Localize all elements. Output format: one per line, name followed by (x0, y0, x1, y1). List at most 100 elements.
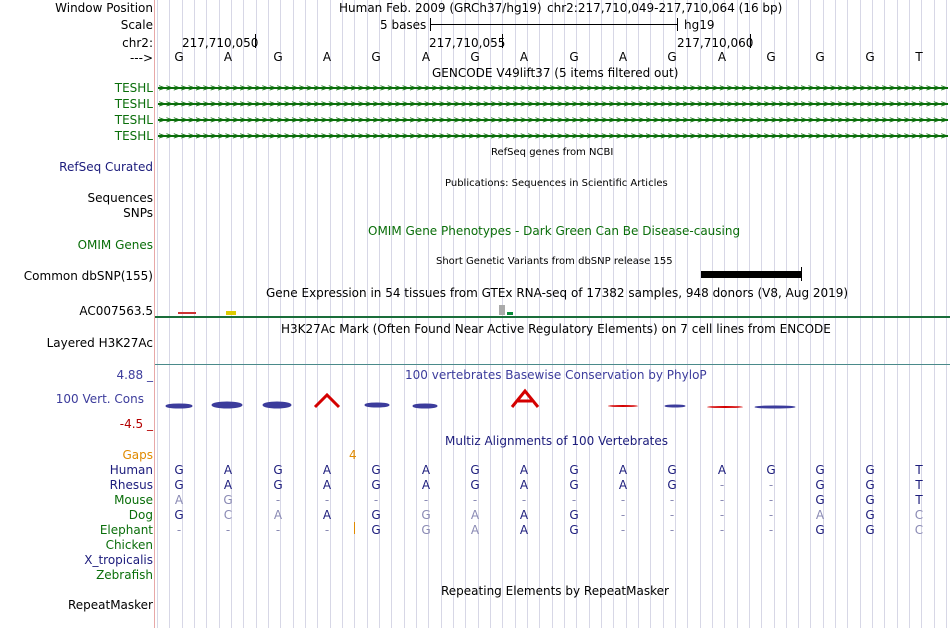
grid-line (749, 0, 750, 628)
grid-line (182, 0, 183, 628)
multiz-base: G (174, 508, 184, 522)
multiz-base: - (472, 493, 478, 507)
coord-label: 217,710,060 (677, 36, 754, 50)
grid-line (897, 0, 898, 628)
gencode-feature-line[interactable] (158, 119, 948, 121)
grid-line (527, 0, 528, 628)
scale-bar-left-end (430, 18, 431, 31)
gtex-track-title: Gene Expression in 54 tissues from GTEx … (266, 286, 849, 300)
h3k27ac-track-label[interactable]: Layered H3K27Ac (46, 336, 153, 350)
sequence-base: A (519, 50, 529, 64)
multiz-species-label[interactable]: Elephant (99, 523, 153, 537)
multiz-base: A (322, 463, 332, 477)
grid-line (280, 0, 281, 628)
gencode-feature-line[interactable] (158, 103, 948, 105)
publications-snps-label[interactable]: SNPs (123, 206, 153, 220)
grid-line (416, 0, 417, 628)
grid-line (946, 0, 947, 628)
multiz-base: G (569, 478, 579, 492)
grid-line (601, 0, 602, 628)
grid-line (293, 0, 294, 628)
multiz-species-label[interactable]: Mouse (114, 493, 153, 507)
dbsnp-track-label[interactable]: Common dbSNP(155) (23, 269, 153, 283)
multiz-base: G (569, 463, 579, 477)
grid-line (687, 0, 688, 628)
sequence-base: G (371, 50, 381, 64)
multiz-base: T (915, 493, 923, 507)
grid-line (884, 0, 885, 628)
multiz-base: G (815, 478, 825, 492)
gencode-item-label[interactable]: TESHL (114, 81, 153, 95)
multiz-base: G (865, 463, 875, 477)
grid-line (453, 0, 454, 628)
gencode-item-label[interactable]: TESHL (114, 129, 153, 143)
multiz-base: - (571, 493, 577, 507)
multiz-track-title: Multiz Alignments of 100 Vertebrates (445, 434, 669, 448)
grid-line (798, 0, 799, 628)
multiz-species-label[interactable]: Rhesus (109, 478, 153, 492)
multiz-species-label[interactable]: Human (109, 463, 153, 477)
multiz-base: G (865, 523, 875, 537)
multiz-base: - (275, 493, 281, 507)
multiz-base: T (915, 463, 923, 477)
multiz-species-label[interactable]: Chicken (105, 538, 153, 552)
multiz-base: A (421, 478, 431, 492)
sequence-base: G (174, 50, 184, 64)
gencode-item-label[interactable]: TESHL (114, 113, 153, 127)
refseq-track-label[interactable]: RefSeq Curated (59, 160, 153, 174)
gencode-strand-chevrons: >>>>>>>>>>>>>>>>>>>>>>>>>>>>>>>>>>>>>>>>… (158, 131, 948, 142)
multiz-species-label[interactable]: X_tropicalis (84, 553, 153, 567)
multiz-base: - (225, 523, 231, 537)
multiz-base: - (768, 493, 774, 507)
multiz-base: - (768, 478, 774, 492)
grid-line (626, 0, 627, 628)
multiz-base: G (223, 493, 233, 507)
multiz-base: A (223, 463, 233, 477)
multiz-base: G (371, 508, 381, 522)
multiz-base: A (519, 523, 529, 537)
grid-line (268, 0, 269, 628)
gencode-feature-line[interactable] (158, 87, 948, 89)
gtex-baseline (155, 316, 950, 318)
scale-text: 5 bases (380, 18, 427, 32)
grid-line (724, 0, 725, 628)
gencode-strand-chevrons: >>>>>>>>>>>>>>>>>>>>>>>>>>>>>>>>>>>>>>>>… (158, 99, 948, 110)
grid-line (613, 0, 614, 628)
multiz-species-label[interactable]: Dog (128, 508, 153, 522)
multiz-base: A (273, 508, 283, 522)
sequence-base: A (421, 50, 431, 64)
multiz-base: G (421, 523, 431, 537)
grid-line (317, 0, 318, 628)
multiz-base: - (620, 508, 626, 522)
omim-track-label[interactable]: OMIM Genes (77, 238, 153, 252)
grid-line (737, 0, 738, 628)
multiz-base: G (815, 523, 825, 537)
gencode-item-label[interactable]: TESHL (114, 97, 153, 111)
grid-line (761, 0, 762, 628)
sequence-base: A (322, 50, 332, 64)
conservation-track-label[interactable]: 100 Vert. Cons (55, 392, 144, 406)
grid-line (786, 0, 787, 628)
gtex-track-label[interactable]: AC007563.5 (79, 304, 153, 318)
dbsnp-feature[interactable] (701, 271, 801, 278)
grid-line (810, 0, 811, 628)
sequence-base: A (717, 50, 727, 64)
coord-tick (502, 34, 503, 48)
grid-line (169, 0, 170, 628)
multiz-base: C (223, 508, 233, 522)
multiz-species-label[interactable]: Zebrafish (96, 568, 153, 582)
grid-line (663, 0, 664, 628)
repeatmasker-track-label[interactable]: RepeatMasker (67, 598, 153, 612)
multiz-base: G (569, 508, 579, 522)
multiz-base: A (717, 463, 727, 477)
grid-line (256, 0, 257, 628)
gencode-feature-line[interactable] (158, 135, 948, 137)
multiz-base: - (669, 493, 675, 507)
publications-sequences-label[interactable]: Sequences (87, 191, 153, 205)
scale-bar-right-end (677, 18, 678, 31)
grid-line (478, 0, 479, 628)
scale-label: Scale (120, 18, 153, 32)
multiz-base: - (719, 508, 725, 522)
grid-line (847, 0, 848, 628)
grid-line (465, 0, 466, 628)
